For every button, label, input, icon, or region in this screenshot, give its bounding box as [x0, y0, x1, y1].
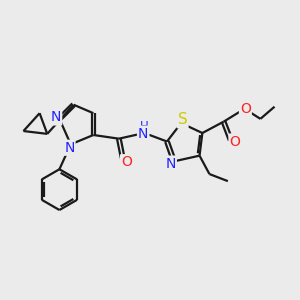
- Text: N: N: [138, 127, 148, 141]
- Text: N: N: [166, 157, 176, 171]
- Text: O: O: [121, 155, 132, 169]
- Text: O: O: [240, 102, 251, 116]
- Text: N: N: [64, 141, 74, 155]
- Text: O: O: [230, 134, 240, 148]
- Text: H: H: [140, 120, 149, 133]
- Text: N: N: [51, 110, 61, 124]
- Text: S: S: [178, 112, 188, 127]
